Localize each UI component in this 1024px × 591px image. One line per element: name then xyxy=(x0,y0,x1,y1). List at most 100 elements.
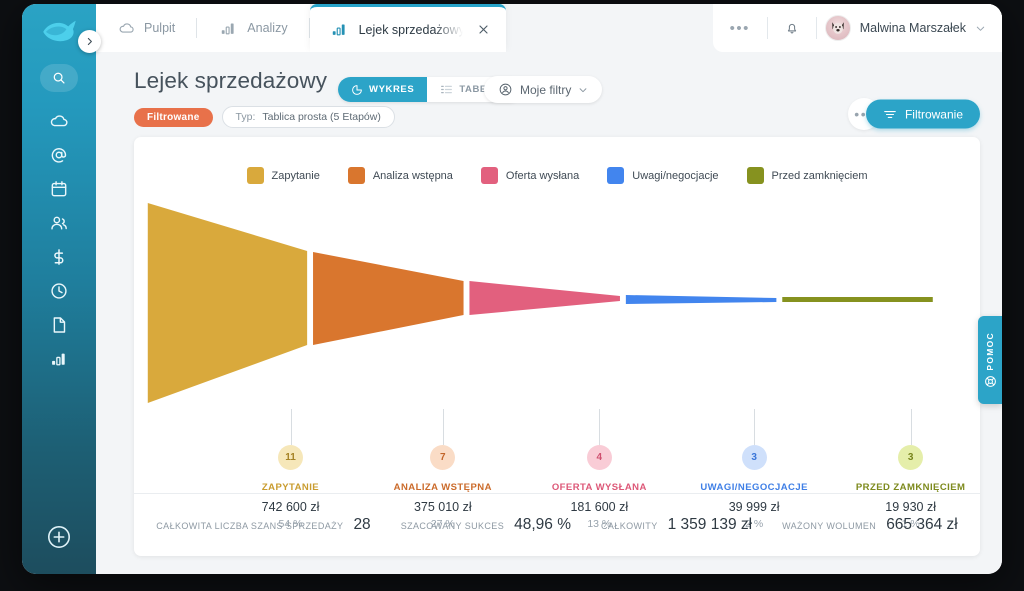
tab-lejek-sprzedazowy[interactable]: Lejek sprzedażowy xyxy=(309,4,506,52)
sidebar-item-documents[interactable] xyxy=(22,308,96,342)
app-logo[interactable] xyxy=(22,4,96,58)
stage-value: 742 600 zł xyxy=(261,500,320,514)
funnel-segment-5[interactable] xyxy=(782,297,933,302)
app-window: Pulpit Analizy xyxy=(22,4,1002,574)
stage-count-badge: 3 xyxy=(741,445,767,470)
chevron-right-icon xyxy=(87,37,92,46)
summary-item: CAŁKOWITY 1 359 139 zł xyxy=(601,516,752,534)
sidebar-item-mail[interactable] xyxy=(22,138,96,172)
funnel-stage: 3 UWAGI/NEGOCJACJE 39 999 zł 2 % xyxy=(664,409,844,530)
left-sidebar xyxy=(22,4,96,574)
legend-swatch xyxy=(246,167,264,184)
summary-value: 48,96 % xyxy=(514,516,571,533)
legend-swatch xyxy=(746,167,764,184)
funnel-segment-2[interactable] xyxy=(313,252,464,345)
fish-logo-icon xyxy=(43,20,76,42)
filter-button-label: Filtrowanie xyxy=(904,107,963,121)
tab-tabelka[interactable]: TABELKA xyxy=(427,77,521,102)
sidebar-item-deals[interactable] xyxy=(22,240,96,274)
stage-name: PRZED ZAMKNIĘCIEM xyxy=(855,482,966,493)
chip-filtered[interactable]: Filtrowane xyxy=(134,107,213,127)
summary-value: 1 359 139 zł xyxy=(667,516,753,533)
table-icon xyxy=(441,85,453,94)
lifebuoy-icon xyxy=(984,376,996,388)
stage-name: ZAPYTANIE xyxy=(261,482,320,493)
stage-name: OFERTA WYSŁANA xyxy=(551,482,647,493)
legend-label: Oferta wysłana xyxy=(505,169,580,182)
add-icon xyxy=(48,526,70,548)
my-filters-dropdown[interactable]: Moje filtry xyxy=(484,76,603,103)
funnel-stage: 7 ANALIZA WSTĘPNA 375 010 zł 27 % xyxy=(353,409,533,530)
chip-type-key: Typ: xyxy=(235,111,256,123)
funnel-stage-labels: 11 ZAPYTANIE 742 600 zł 54 % 7 ANALIZA W… xyxy=(134,409,980,555)
filter-chips: Filtrowane Typ: Tablica prosta (5 Etapów… xyxy=(134,106,395,128)
notifications-button[interactable] xyxy=(768,20,816,36)
legend-label: Uwagi/negocjacje xyxy=(632,169,719,182)
user-circle-icon xyxy=(499,83,512,96)
tab-list: Pulpit Analizy xyxy=(96,4,506,52)
legend-label: Zapytanie xyxy=(271,169,320,182)
chip-type[interactable]: Typ: Tablica prosta (5 Etapów) xyxy=(221,106,395,128)
funnel-segment-3[interactable] xyxy=(469,281,620,315)
sidebar-item-activity[interactable] xyxy=(22,274,96,308)
help-tab-label: POMOC xyxy=(985,331,995,371)
summary-value: 28 xyxy=(353,516,371,533)
summary-label: WAŻONY WOLUMEN xyxy=(782,521,877,531)
help-tab[interactable]: POMOC xyxy=(978,316,1002,404)
stage-count-badge: 4 xyxy=(586,445,612,470)
summary-bar: CAŁKOWITA LICZBA SZANS SPRZEDAŻY 28 SZAC… xyxy=(134,494,980,556)
people-icon xyxy=(51,216,67,230)
bar-chart-icon xyxy=(219,20,238,37)
avatar xyxy=(824,15,851,41)
add-button[interactable] xyxy=(46,524,72,550)
tab-label: Lejek sprzedażowy xyxy=(358,22,463,37)
cloud-icon xyxy=(118,20,135,37)
funnel-segment-1[interactable] xyxy=(147,203,308,403)
stage-value: 181 600 zł xyxy=(570,500,629,514)
tab-analizy[interactable]: Analizy xyxy=(197,4,310,52)
close-icon[interactable] xyxy=(477,23,490,36)
stage-connector xyxy=(442,409,444,445)
stage-connector xyxy=(290,409,292,445)
avatar-image xyxy=(831,22,844,35)
tab-wykres[interactable]: WYKRES xyxy=(338,77,428,102)
page-title: Lejek sprzedażowy xyxy=(134,68,328,93)
stage-percent: 2 % xyxy=(745,518,764,530)
tab-wykres-label: WYKRES xyxy=(369,84,415,95)
chart-legend: Zapytanie Analiza wstępna Oferta wysłana… xyxy=(134,167,980,184)
user-menu[interactable]: Malwina Marszałek xyxy=(817,15,1002,41)
legend-swatch xyxy=(480,167,498,184)
tab-tabelka-label: TABELKA xyxy=(459,84,508,95)
stage-value: 375 010 zł xyxy=(413,500,472,514)
sidebar-item-cloud[interactable] xyxy=(22,104,96,138)
document-icon xyxy=(53,317,66,333)
filter-button[interactable]: Filtrowanie xyxy=(865,99,980,129)
summary-value: 665 364 zł xyxy=(886,516,958,533)
legend-item[interactable]: Zapytanie xyxy=(246,167,320,184)
legend-item[interactable]: Uwagi/negocjacje xyxy=(607,167,719,184)
funnel-chart: 11 ZAPYTANIE 742 600 zł 54 % 7 ANALIZA W… xyxy=(134,195,980,530)
legend-item[interactable]: Analiza wstępna xyxy=(347,167,453,184)
cloud-icon xyxy=(50,115,68,127)
legend-item[interactable]: Przed zamknięciem xyxy=(746,167,868,184)
stage-connector xyxy=(599,409,601,445)
tab-bar-more-button[interactable]: ••• xyxy=(729,19,750,37)
sidebar-item-search[interactable] xyxy=(40,64,78,92)
funnel-segment-4[interactable] xyxy=(625,295,777,304)
legend-item[interactable]: Oferta wysłana xyxy=(480,167,580,184)
legend-swatch xyxy=(347,167,365,184)
funnel-stage: 11 ZAPYTANIE 742 600 zł 54 % xyxy=(201,409,381,530)
sidebar-expand-button[interactable] xyxy=(78,30,101,53)
divider xyxy=(766,17,768,39)
clock-icon xyxy=(51,283,67,299)
sidebar-item-calendar[interactable] xyxy=(22,172,96,206)
chevron-down-icon xyxy=(578,85,588,95)
funnel-stage: 3 PRZED ZAMKNIĘCIEM 19 930 zł 1 % xyxy=(821,409,980,530)
at-icon xyxy=(51,148,67,163)
sidebar-item-reports[interactable] xyxy=(22,342,96,376)
user-name: Malwina Marszałek xyxy=(859,21,966,35)
tab-bar-right: ••• xyxy=(712,4,1002,52)
tab-pulpit[interactable]: Pulpit xyxy=(96,4,198,52)
sidebar-item-contacts[interactable] xyxy=(22,206,96,240)
bar-chart-icon xyxy=(330,21,349,38)
